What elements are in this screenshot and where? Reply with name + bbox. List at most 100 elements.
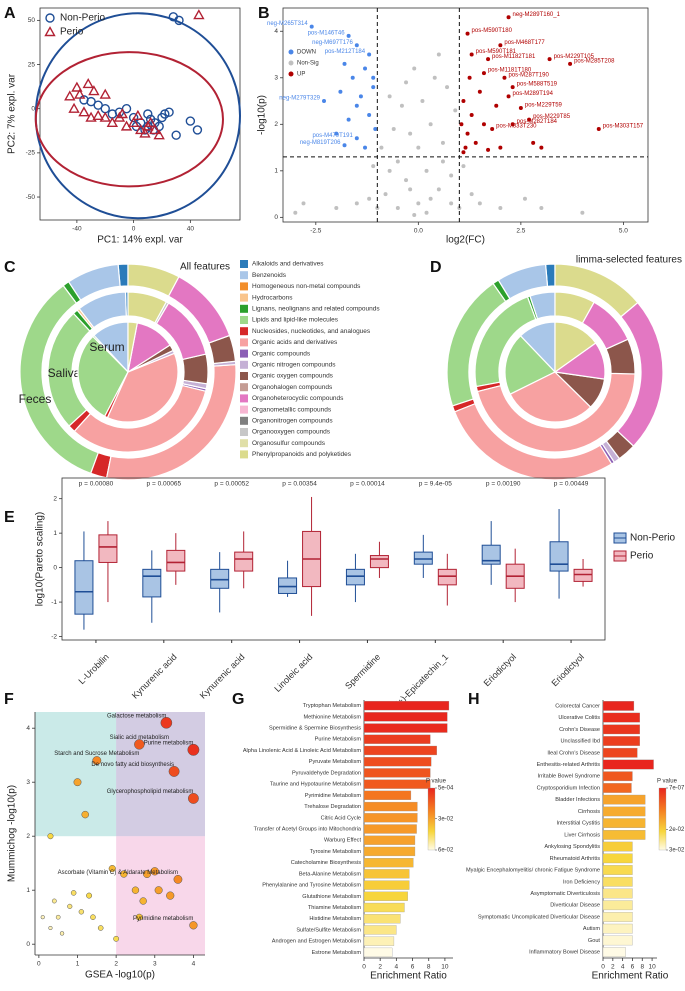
x-tick-label: 5.0 bbox=[619, 228, 628, 235]
point-label: pos-M229T85 bbox=[533, 114, 571, 120]
point bbox=[367, 113, 372, 117]
bar bbox=[602, 701, 635, 711]
y-tick-label: -50 bbox=[26, 194, 36, 201]
y-tick-label: 3 bbox=[274, 75, 278, 82]
point bbox=[78, 909, 85, 915]
point bbox=[506, 94, 511, 99]
point bbox=[395, 159, 400, 164]
colorbar-tick-label: 3e-02 bbox=[438, 816, 454, 822]
bar bbox=[363, 768, 431, 778]
point bbox=[457, 206, 462, 211]
y-tick-label: Thiamine Metabolism bbox=[308, 905, 362, 911]
x-tick-label: 2 bbox=[114, 961, 118, 968]
box bbox=[278, 577, 298, 594]
point bbox=[440, 159, 445, 164]
y-tick-label: Alpha Linolenic Acid & Linoleic Acid Met… bbox=[243, 748, 361, 754]
colorbar-tick-label: 5e-04 bbox=[438, 786, 454, 792]
y-tick-label: Rheumatoid Arthritis bbox=[550, 856, 601, 862]
panel-label: A bbox=[4, 5, 16, 22]
bar bbox=[602, 830, 646, 840]
region bbox=[35, 712, 117, 837]
point bbox=[408, 187, 413, 192]
legend-marker bbox=[288, 49, 294, 55]
panel-label: B bbox=[258, 5, 270, 22]
legend-swatch bbox=[240, 327, 248, 336]
point bbox=[71, 81, 83, 92]
bar bbox=[602, 818, 646, 828]
bar bbox=[602, 865, 633, 875]
x-tick-label: 4 bbox=[621, 964, 625, 971]
legend-label: Benzenoids bbox=[252, 272, 287, 279]
bar bbox=[363, 914, 401, 924]
point-label: pos-M590T181 bbox=[476, 49, 517, 55]
legend-swatch bbox=[240, 304, 248, 313]
point-label: Ascorbate (Vitamin C) & Aldarate Metabol… bbox=[58, 870, 178, 876]
bar bbox=[602, 806, 646, 817]
legend-label: Perio bbox=[630, 551, 654, 562]
bar bbox=[363, 824, 417, 834]
point bbox=[432, 75, 437, 80]
legend-label: Organic compounds bbox=[252, 350, 311, 357]
box bbox=[234, 551, 254, 572]
point bbox=[171, 130, 181, 140]
point bbox=[399, 103, 404, 108]
bar bbox=[602, 724, 640, 735]
p-value-label: p = 9.4e-05 bbox=[419, 481, 452, 488]
point-label: neg-M265T314 bbox=[267, 21, 308, 27]
point-label: Purine metabolism bbox=[144, 740, 194, 746]
y-tick-label: 4 bbox=[274, 28, 278, 35]
bar bbox=[602, 712, 640, 723]
point bbox=[106, 116, 119, 128]
y-tick-label: Tyrosine Metabolism bbox=[310, 849, 362, 855]
donut-segment bbox=[106, 352, 179, 423]
x-tick-label: 6 bbox=[411, 964, 415, 971]
y-tick-label: Sulfate/Sulfite Metabolism bbox=[296, 927, 361, 933]
x-axis-label: log2(FC) bbox=[446, 235, 485, 246]
point bbox=[70, 890, 77, 896]
box bbox=[573, 568, 593, 582]
y-tick-label: 3 bbox=[26, 779, 30, 786]
point bbox=[469, 52, 474, 57]
point bbox=[387, 94, 392, 99]
x-tick-label: Kynurenic acid bbox=[130, 652, 179, 701]
point bbox=[334, 131, 339, 136]
point bbox=[187, 743, 200, 756]
point-label: pos-M833T230 bbox=[496, 124, 537, 130]
y-tick-label: Beta-Alanine Metabolism bbox=[299, 871, 362, 877]
confidence-ellipse bbox=[34, 51, 224, 188]
point bbox=[143, 869, 152, 879]
x-tick-label: 0 bbox=[132, 226, 136, 233]
bar bbox=[363, 846, 416, 857]
point bbox=[449, 173, 454, 178]
y-tick-label: Estrone Metabolism bbox=[312, 950, 362, 956]
point bbox=[192, 125, 203, 135]
point bbox=[465, 31, 470, 36]
p-value-label: p = 0.00190 bbox=[486, 481, 521, 488]
colorbar bbox=[427, 787, 436, 851]
box bbox=[210, 568, 230, 589]
y-tick-label: Gout bbox=[588, 938, 601, 944]
y-tick-label: Pyruvate Metabolism bbox=[309, 759, 362, 765]
point bbox=[108, 865, 116, 873]
point bbox=[477, 201, 482, 206]
point bbox=[461, 150, 466, 155]
bar bbox=[602, 912, 633, 922]
chart-title: limma-selected features bbox=[576, 255, 682, 266]
point bbox=[506, 15, 511, 20]
legend-marker bbox=[44, 26, 56, 37]
panel-label: H bbox=[468, 691, 480, 708]
point-label: Pyrimidine metabolism bbox=[133, 916, 193, 922]
point-label: pos-M468T177 bbox=[504, 40, 545, 46]
legend-swatch bbox=[240, 282, 248, 291]
x-tick-label: 3 bbox=[153, 961, 157, 968]
bar bbox=[363, 858, 414, 868]
point bbox=[445, 85, 450, 90]
point-label: pos-M289T194 bbox=[513, 91, 554, 97]
box bbox=[345, 568, 365, 586]
point bbox=[189, 921, 198, 930]
point bbox=[113, 935, 120, 942]
bar bbox=[363, 880, 410, 890]
bar bbox=[363, 790, 412, 800]
point bbox=[59, 931, 65, 936]
box bbox=[369, 555, 389, 569]
